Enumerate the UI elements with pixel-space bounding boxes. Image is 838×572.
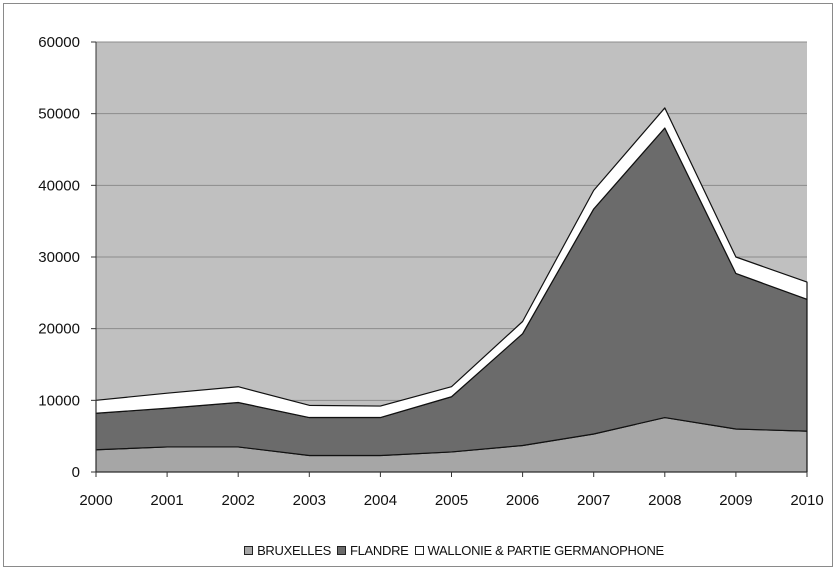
x-tick-label: 2009 bbox=[719, 492, 752, 509]
legend-item: FLANDRE bbox=[336, 542, 409, 558]
x-tick-label: 2007 bbox=[577, 492, 610, 509]
x-tick-label: 2000 bbox=[79, 492, 112, 509]
area-series-2 bbox=[95, 107, 808, 419]
x-tick-label: 2006 bbox=[506, 492, 539, 509]
legend-swatch bbox=[336, 545, 346, 555]
legend-label: FLANDRE bbox=[349, 542, 409, 558]
y-tick-label: 20000 bbox=[38, 321, 80, 338]
y-tick-label: 30000 bbox=[38, 249, 80, 266]
x-tick-label: 2008 bbox=[648, 492, 681, 509]
x-tick-label: 2004 bbox=[364, 492, 397, 509]
legend-item: WALLONIE & PARTIE GERMANOPHONE bbox=[414, 542, 665, 558]
y-tick-label: 60000 bbox=[38, 34, 80, 51]
y-tick-label: 40000 bbox=[38, 177, 80, 194]
x-tick-label: 2003 bbox=[293, 492, 326, 509]
x-tick-label: 2005 bbox=[435, 492, 468, 509]
legend: BRUXELLES FLANDRE WALLONIE & PARTIE GERMAN… bbox=[174, 536, 734, 564]
x-tick-label: 2010 bbox=[790, 492, 823, 509]
y-axis-ticks: 0 10000 20000 30000 40000 50000 60000 bbox=[38, 34, 96, 481]
legend-label: WALLONIE & PARTIE GERMANOPHONE bbox=[427, 542, 665, 558]
y-tick-label: 50000 bbox=[38, 106, 80, 123]
y-tick-label: 10000 bbox=[38, 392, 80, 409]
x-tick-label: 2001 bbox=[150, 492, 183, 509]
legend-swatch bbox=[244, 545, 254, 555]
x-tick-label: 2002 bbox=[222, 492, 255, 509]
legend-swatch bbox=[414, 545, 424, 555]
legend-label: BRUXELLES bbox=[257, 542, 331, 558]
y-tick-label: 0 bbox=[72, 464, 80, 481]
legend-item: BRUXELLES bbox=[244, 543, 331, 558]
x-axis-ticks: 2000 2001 2002 2003 2004 2005 2006 2007 2008 2009… bbox=[79, 472, 824, 509]
